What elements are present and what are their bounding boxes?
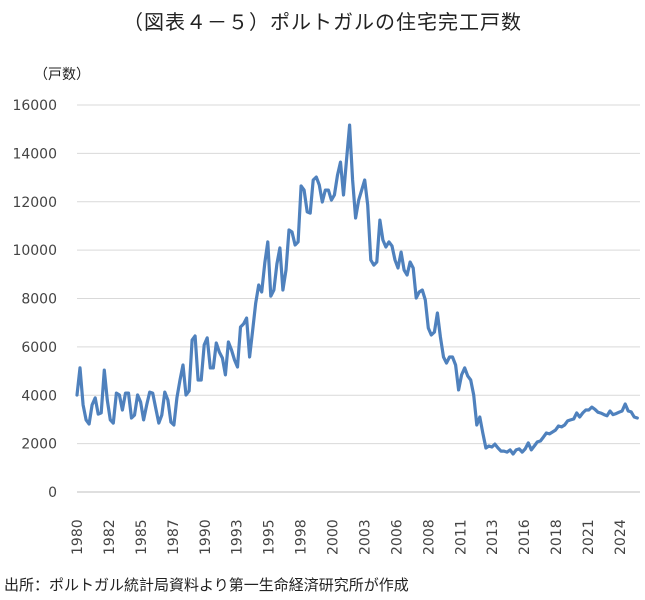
x-tick-label: 1998 [294, 519, 310, 555]
x-tick-label: 2008 [421, 519, 437, 555]
x-tick-label: 2011 [453, 519, 469, 555]
x-tick-label: 2018 [549, 519, 565, 555]
x-tick-label: 1987 [166, 519, 182, 555]
x-tick-label: 1993 [230, 519, 246, 555]
x-tick-label: 2024 [613, 519, 629, 555]
y-axis-ticks: 0 2000 4000 6000 8000 10000 12000 14000 16000 [12, 98, 57, 501]
x-tick-label: 2003 [357, 519, 373, 555]
y-tick-label: 2000 [21, 437, 57, 453]
x-tick-label: 2013 [485, 519, 501, 555]
series-line [75, 123, 639, 456]
y-tick-label: 6000 [21, 340, 57, 356]
x-tick-label: 2016 [517, 519, 533, 555]
x-tick-label: 2021 [581, 519, 597, 555]
x-tick-label: 1985 [134, 519, 150, 555]
series-lines [75, 123, 639, 456]
y-tick-label: 12000 [12, 195, 57, 211]
y-tick-label: 10000 [12, 243, 57, 259]
source-note: 出所：ポルトガル統計局資料より第一生命経済研究所が作成 [4, 576, 409, 594]
x-tick-label: 2006 [389, 519, 405, 555]
y-tick-label: 0 [48, 485, 57, 501]
y-tick-label: 8000 [21, 292, 57, 308]
x-tick-label: 1980 [70, 519, 86, 555]
y-axis-unit-label: （戸数） [34, 67, 90, 83]
x-tick-label: 1995 [262, 519, 278, 555]
x-tick-label: 2000 [326, 519, 342, 555]
chart-title: （図表４－５）ポルトガルの住宅完工戸数 [123, 10, 522, 34]
y-tick-label: 14000 [12, 146, 57, 162]
x-axis-ticks: 1980 1982 1985 1987 1990 1993 1995 1998 2000 2003… [70, 519, 629, 555]
y-tick-label: 4000 [21, 388, 57, 404]
gridlines [77, 104, 640, 493]
x-tick-label: 1990 [198, 519, 214, 555]
x-tick-label: 1982 [102, 519, 118, 555]
y-tick-label: 16000 [12, 98, 57, 114]
